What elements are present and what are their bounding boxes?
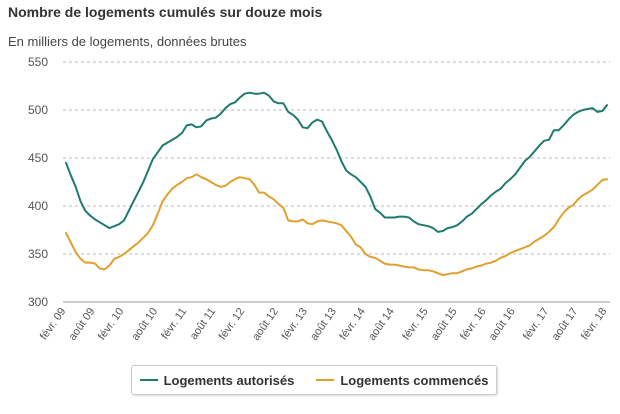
x-tick-label: août 12 xyxy=(250,306,281,343)
series-line-commences xyxy=(65,173,608,277)
x-tick-label: août 14 xyxy=(366,306,397,343)
legend-label-autorises: Logements autorisés xyxy=(163,372,295,388)
y-tick-label: 350 xyxy=(28,247,48,261)
x-tick-label: févr. 14 xyxy=(337,306,368,342)
legend-label-commences: Logements commencés xyxy=(340,372,489,388)
x-tick-label: févr. 17 xyxy=(521,306,552,342)
legend-swatch-autorises xyxy=(139,379,158,381)
x-tick-label: févr. 12 xyxy=(217,306,248,342)
x-tick-label: août 10 xyxy=(129,306,160,343)
chart-legend: Logements autorisés Logements commencés xyxy=(131,365,497,395)
chart-title: Nombre de logements cumulés sur douze mo… xyxy=(8,4,323,20)
legend-item-commences[interactable]: Logements commencés xyxy=(316,373,488,388)
y-tick-label: 300 xyxy=(28,295,48,309)
x-tick-label: août 17 xyxy=(550,306,581,343)
legend-item-autorises[interactable]: Logements autorisés xyxy=(139,372,295,388)
series-line-autorises xyxy=(65,91,608,233)
x-tick-label: févr. 15 xyxy=(400,306,431,342)
x-tick-label: août 13 xyxy=(308,306,339,343)
x-tick-label: févr. 16 xyxy=(458,306,489,342)
x-tick-label: août 15 xyxy=(429,306,460,343)
x-tick-label: févr. 09 xyxy=(38,306,69,342)
x-tick-label: août 11 xyxy=(188,306,218,342)
x-tick-label: févr. 10 xyxy=(96,306,127,342)
chart-subtitle: En milliers de logements, données brutes xyxy=(8,34,247,49)
x-tick-label: févr. 18 xyxy=(579,306,610,342)
x-tick-label: août 16 xyxy=(487,306,518,343)
y-tick-label: 450 xyxy=(28,151,48,165)
legend-swatch-commences xyxy=(316,379,335,381)
x-tick-label: févr. 11 xyxy=(159,306,189,342)
x-tick-label: févr. 13 xyxy=(279,306,310,342)
x-tick-label: août 09 xyxy=(67,306,98,343)
y-tick-label: 400 xyxy=(28,199,48,213)
y-tick-label: 500 xyxy=(28,103,48,117)
y-tick-label: 550 xyxy=(28,55,48,69)
